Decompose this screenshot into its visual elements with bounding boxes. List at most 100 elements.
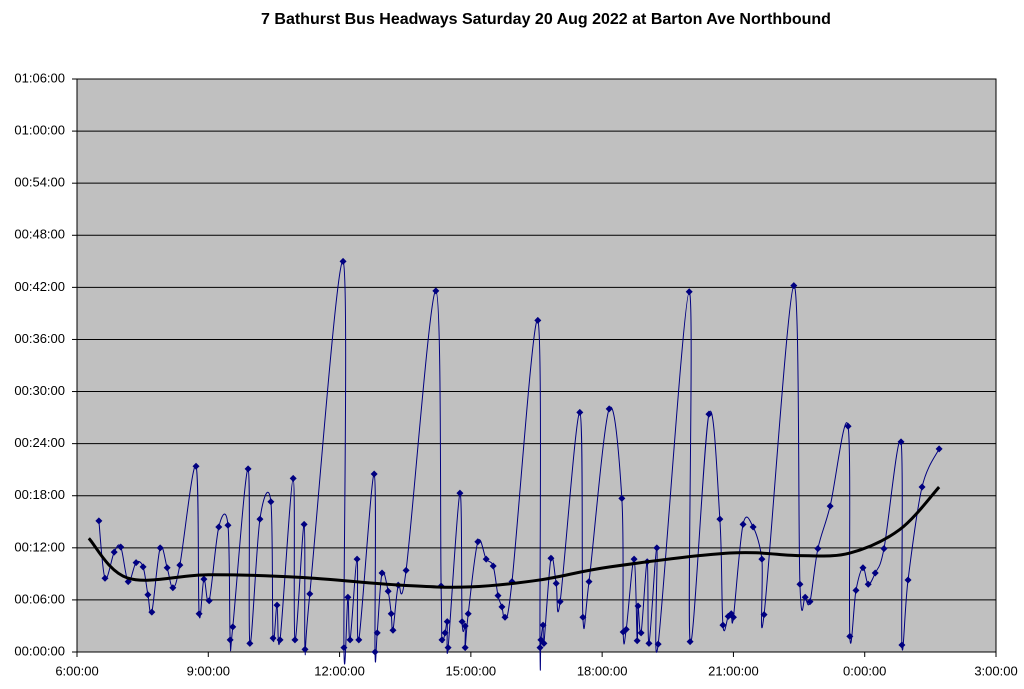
data-point (686, 638, 694, 646)
data-point (139, 563, 147, 571)
data-point (904, 576, 912, 584)
y-tick-label: 01:00:00 (14, 123, 65, 138)
series-line (87, 486, 941, 589)
y-tick-label: 00:54:00 (14, 175, 65, 190)
data-point (432, 287, 440, 295)
data-point (852, 586, 860, 594)
data-point (224, 521, 232, 529)
data-point (464, 610, 472, 618)
data-point (494, 592, 502, 600)
data-point (826, 502, 834, 510)
data-point (482, 555, 490, 563)
data-point (215, 523, 223, 531)
data-point (276, 636, 284, 644)
data-point (226, 636, 234, 644)
data-point (859, 564, 867, 572)
data-point (685, 288, 693, 296)
data-point (534, 316, 542, 324)
data-point (489, 562, 497, 570)
x-tick-label: 15:00:00 (446, 663, 497, 678)
data-point (378, 569, 386, 577)
data-point (630, 555, 638, 563)
data-point (806, 598, 814, 606)
y-tick-label: 00:00:00 (14, 643, 65, 658)
data-point (556, 598, 564, 606)
data-point (117, 543, 125, 551)
data-point (618, 494, 626, 502)
data-point (389, 626, 397, 634)
data-point (653, 544, 661, 552)
data-point (353, 555, 361, 563)
data-point (370, 470, 378, 478)
data-point (935, 445, 943, 453)
x-tick-label: 3:00:00 (974, 663, 1017, 678)
data-point (444, 644, 452, 652)
data-point (344, 593, 352, 601)
data-point (576, 408, 584, 416)
data-point (456, 489, 464, 497)
data-point (205, 597, 213, 605)
data-point (95, 517, 103, 525)
data-point (540, 639, 548, 647)
data-point (729, 613, 737, 621)
data-point (760, 611, 768, 619)
data-point (267, 498, 275, 506)
data-point (645, 639, 653, 647)
y-tick-label: 00:24:00 (14, 435, 65, 450)
y-tick-label: 00:12:00 (14, 539, 65, 554)
data-point (547, 554, 555, 562)
data-point (301, 645, 309, 653)
data-point (156, 544, 164, 552)
data-point (605, 405, 613, 413)
data-point (633, 637, 641, 645)
data-point (898, 641, 906, 649)
data-point (269, 634, 277, 642)
data-point (384, 587, 392, 595)
data-point (796, 580, 804, 588)
data-point (539, 621, 547, 629)
y-tick-label: 00:48:00 (14, 227, 65, 242)
y-tick-label: 01:06:00 (14, 70, 65, 85)
x-tick-label: 21:00:00 (708, 663, 759, 678)
data-point (864, 580, 872, 588)
data-point (634, 602, 642, 610)
plot-area (76, 78, 997, 653)
data-point (461, 622, 469, 630)
data-point (654, 640, 662, 648)
data-point (291, 636, 299, 644)
x-tick-label: 18:00:00 (577, 663, 628, 678)
data-point (306, 590, 314, 598)
y-tick-label: 00:06:00 (14, 591, 65, 606)
data-point (897, 438, 905, 446)
data-point (719, 621, 727, 629)
data-point (438, 636, 446, 644)
data-point (273, 601, 281, 609)
data-point (716, 515, 724, 523)
data-point (144, 591, 152, 599)
data-point (458, 618, 466, 626)
data-point (387, 610, 395, 618)
data-point (192, 462, 200, 470)
data-point (371, 648, 379, 656)
data-point (474, 538, 482, 546)
data-point (402, 566, 410, 574)
data-point (355, 636, 363, 644)
data-point (101, 574, 109, 582)
data-point (148, 608, 156, 616)
x-tick-label: 6:00:00 (55, 663, 98, 678)
data-point (579, 613, 587, 621)
data-point (880, 545, 888, 553)
data-point (110, 548, 118, 556)
data-point (132, 559, 140, 567)
data-point (814, 545, 822, 553)
data-point (340, 644, 348, 652)
data-point (844, 422, 852, 430)
x-tick-label: 0:00:00 (843, 663, 886, 678)
data-point (739, 520, 747, 528)
data-point (246, 639, 254, 647)
data-point (918, 483, 926, 491)
x-tick-label: 12:00:00 (314, 663, 365, 678)
data-point (498, 603, 506, 611)
data-point (229, 623, 237, 631)
